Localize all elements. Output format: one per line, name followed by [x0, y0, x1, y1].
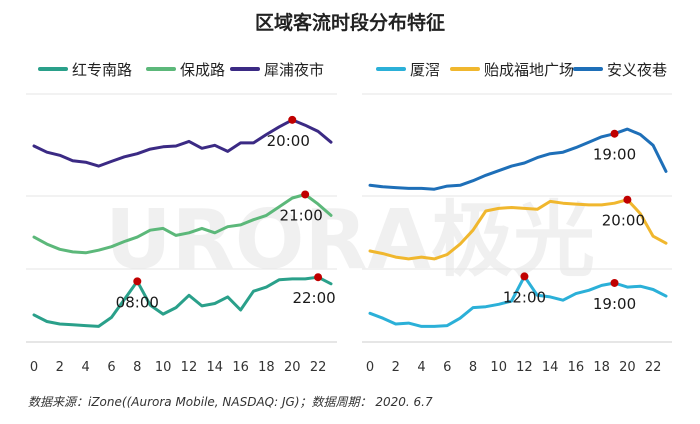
x-tick-label: 2	[56, 360, 64, 375]
peak-label: 21:00	[280, 206, 323, 224]
x-tick-label: 20	[284, 360, 301, 375]
series-line	[32, 193, 333, 255]
x-tick-label: 8	[469, 360, 477, 375]
x-tick-label: 10	[490, 360, 507, 375]
peak-label: 20:00	[267, 132, 310, 150]
legend-label: 贻成福地广场	[484, 61, 574, 79]
x-tick-label: 2	[392, 360, 400, 375]
x-tick-label: 4	[82, 360, 90, 375]
chart-grid	[26, 93, 672, 343]
peak-label: 08:00	[116, 293, 159, 311]
series-line	[32, 275, 333, 328]
x-axis-ticks: 0 2 4 6 8 10 12 14 16 18 20 22 0 2 4 6 8 10 12 14 16 18 20 22	[30, 360, 662, 375]
peak-label: 22:00	[292, 289, 335, 307]
legend-label: 安义夜巷	[607, 61, 667, 79]
x-tick-label: 12	[181, 360, 198, 375]
legend-label: 保成路	[180, 61, 225, 79]
chart-legend: 红专南路 保成路 犀浦夜市 厦滘 贻成福地广场 安义夜巷	[38, 61, 667, 79]
x-tick-label: 18	[258, 360, 275, 375]
peak-marker	[288, 115, 297, 124]
chart-title: 区域客流时段分布特征	[254, 12, 445, 34]
x-tick-label: 14	[207, 360, 224, 375]
peak-label: 20:00	[602, 212, 645, 230]
peak-marker	[301, 190, 310, 199]
x-tick-label: 16	[232, 360, 249, 375]
x-tick-label: 16	[568, 360, 585, 375]
peak-label: 19:00	[593, 146, 636, 164]
x-tick-label: 4	[417, 360, 425, 375]
x-tick-label: 0	[30, 360, 38, 375]
x-tick-label: 10	[155, 360, 172, 375]
x-tick-label: 6	[443, 360, 451, 375]
legend-label: 红专南路	[72, 61, 132, 79]
x-tick-label: 20	[619, 360, 636, 375]
x-tick-label: 14	[542, 360, 559, 375]
peak-label: 19:00	[593, 295, 636, 313]
series-line	[32, 118, 333, 168]
x-tick-label: 6	[107, 360, 115, 375]
data-source-note: 数据来源：iZone((Aurora Mobile, NASDAQ: JG)；数…	[28, 395, 433, 409]
peak-marker	[623, 195, 632, 204]
x-tick-label: 22	[645, 360, 662, 375]
chart-peaks: 08:00 22:00 21:00 20:00 12:00 19:00 20:00 19:00	[116, 115, 645, 313]
peak-label: 12:00	[503, 288, 546, 306]
peak-marker	[314, 273, 323, 282]
x-tick-label: 0	[366, 360, 374, 375]
legend-label: 厦滘	[410, 61, 440, 79]
legend-label: 犀浦夜市	[264, 61, 324, 79]
series-line	[368, 198, 668, 261]
peak-marker	[133, 277, 142, 286]
x-tick-label: 22	[310, 360, 327, 375]
peak-marker	[610, 278, 619, 287]
peak-marker	[520, 272, 529, 281]
x-tick-label: 12	[516, 360, 533, 375]
peak-marker	[610, 129, 619, 138]
x-tick-label: 8	[133, 360, 141, 375]
x-tick-label: 18	[593, 360, 610, 375]
